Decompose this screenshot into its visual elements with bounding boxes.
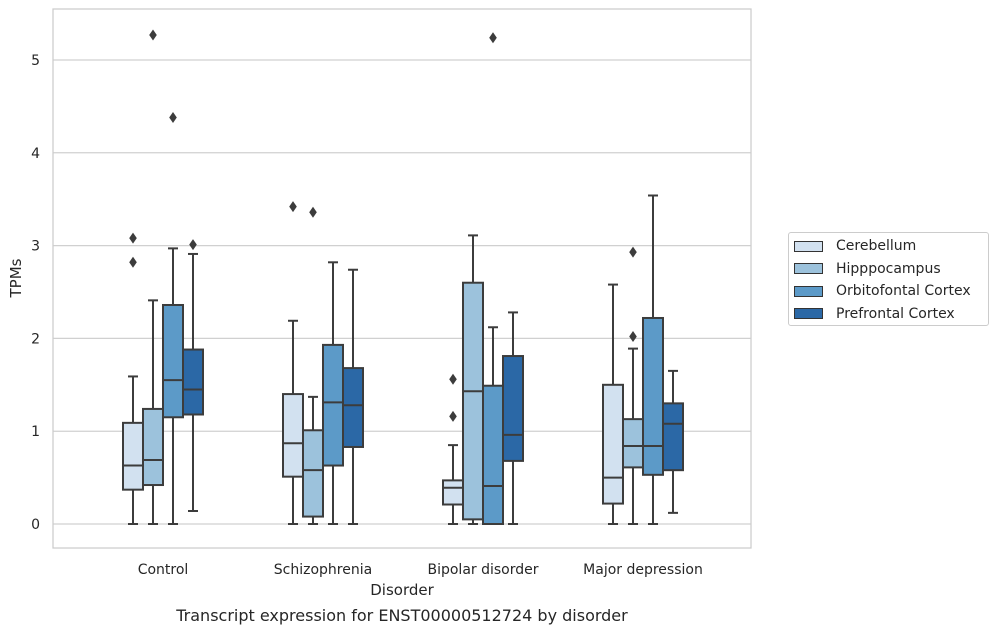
legend-label: Hipppocampus <box>836 260 941 277</box>
legend-item: Prefrontal Cortex <box>794 304 955 324</box>
iqr-box <box>642 316 664 476</box>
box-prefrontal-cortex <box>342 268 364 525</box>
outlier-point <box>189 239 197 251</box>
iqr-box <box>622 418 644 469</box>
box-hipppocampus <box>462 234 484 525</box>
box-prefrontal-cortex <box>502 311 524 525</box>
iqr-box <box>162 303 184 419</box>
box-orbitofontal-cortex <box>322 261 344 525</box>
box-cerebellum <box>282 201 304 525</box>
x-tick-labels: Control Schizophrenia Bipolar disorder Majo… <box>138 562 703 578</box>
box-cerebellum <box>442 373 464 525</box>
box-cerebellum <box>602 283 624 525</box>
iqr-box <box>302 429 324 518</box>
legend-label: Orbitofontal Cortex <box>836 283 971 299</box>
legend-item: Cerebellum <box>794 236 916 256</box>
outlier-point <box>129 232 137 244</box>
x-tick-label: Major depression <box>583 562 703 578</box>
outlier-point <box>169 112 177 124</box>
x-axis-label: Disorder <box>370 581 434 599</box>
legend-swatch <box>794 308 823 319</box>
legend-item: Hipppocampus <box>794 259 941 279</box>
y-tick-label: 0 <box>31 517 40 533</box>
box-orbitofontal-cortex <box>482 32 504 525</box>
outlier-point <box>489 32 497 44</box>
x-tick-label: Control <box>138 562 189 578</box>
legend-item: Orbitofontal Cortex <box>794 281 971 301</box>
outlier-point <box>629 246 637 258</box>
box-cerebellum <box>122 232 144 525</box>
y-tick-label: 3 <box>31 239 40 255</box>
legend-swatch <box>794 240 823 252</box>
iqr-box <box>182 348 204 416</box>
y-tick-label: 2 <box>31 331 40 347</box>
box-hipppocampus <box>302 206 324 525</box>
outlier-point <box>449 373 457 385</box>
plot-area-frame <box>52 8 752 549</box>
iqr-box <box>662 402 684 472</box>
outlier-point <box>129 256 137 268</box>
iqr-box <box>342 367 364 448</box>
box-hipppocampus <box>622 246 644 525</box>
iqr-box <box>602 383 624 505</box>
y-tick-label: 1 <box>31 424 40 440</box>
box-hipppocampus <box>142 29 164 525</box>
outlier-point <box>309 206 317 218</box>
legend-swatch <box>794 285 823 297</box>
legend-label: Prefrontal Cortex <box>836 305 955 322</box>
iqr-box <box>282 393 304 478</box>
box-orbitofontal-cortex <box>162 112 184 525</box>
iqr-box <box>322 343 344 467</box>
outlier-point <box>289 201 297 213</box>
y-tick-label: 4 <box>31 146 40 162</box>
box-prefrontal-cortex <box>662 369 684 514</box>
y-tick-label: 5 <box>31 53 40 69</box>
legend-label: Cerebellum <box>836 238 917 254</box>
iqr-box <box>482 384 504 525</box>
iqr-box <box>502 355 524 462</box>
legend: Cerebellum Hipppocampus Orbitofontal Corte… <box>788 232 989 326</box>
iqr-box <box>442 479 464 506</box>
legend-swatch <box>794 263 823 274</box>
x-tick-label: Schizophrenia <box>274 562 372 578</box>
outlier-point <box>629 331 637 343</box>
iqr-box <box>122 421 144 491</box>
iqr-box <box>142 407 164 487</box>
iqr-box <box>462 281 484 521</box>
outlier-point <box>449 410 457 422</box>
y-axis-label: TPMs <box>7 258 25 298</box>
x-tick-label: Bipolar disorder <box>427 562 538 578</box>
box-orbitofontal-cortex <box>642 194 664 525</box>
outlier-point <box>149 29 157 41</box>
y-tick-labels: 0 1 2 3 4 5 <box>31 53 40 533</box>
figure-caption: Transcript expression for ENST0000051272… <box>176 606 628 625</box>
box-prefrontal-cortex <box>182 239 204 513</box>
boxes <box>122 29 684 525</box>
